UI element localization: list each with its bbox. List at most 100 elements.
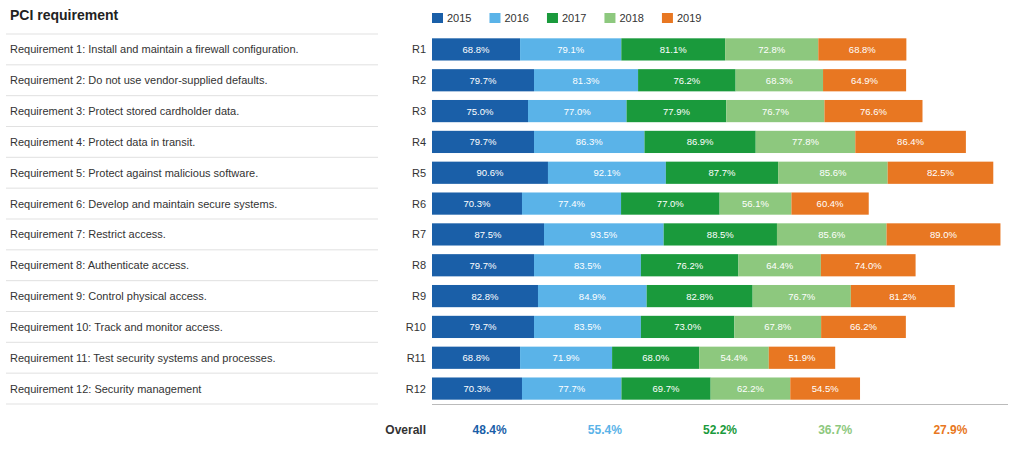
category-label: R4 (412, 136, 426, 148)
data-label: 79.7% (470, 260, 497, 271)
overall-value: 52.2% (703, 423, 737, 437)
bar-segment (888, 162, 994, 184)
bar-segment (520, 38, 621, 60)
category-label: R9 (412, 290, 426, 302)
data-label: 85.6% (818, 229, 845, 240)
overall-label: Overall (385, 423, 426, 437)
data-label: 81.1% (660, 44, 687, 55)
bar-segment (432, 162, 548, 184)
bar-segment (522, 377, 621, 399)
category-label: R1 (412, 43, 426, 55)
data-label: 54.5% (812, 383, 839, 394)
data-label: 73.0% (674, 321, 701, 332)
data-label: 68.8% (463, 44, 490, 55)
requirement-text: Requirement 5: Protect against malicious… (10, 167, 258, 179)
requirements-panel: Requirement 1: Install and maintain a fi… (6, 34, 378, 404)
y-axis: R1R2R3R4R5R6R7R8R9R10R11R12 (406, 43, 426, 394)
bar-segment (432, 69, 534, 91)
bar-segment (621, 38, 725, 60)
bar-segment (725, 38, 818, 60)
bar-segment (777, 223, 887, 245)
data-label: 79.7% (470, 75, 497, 86)
legend-swatch (604, 13, 615, 23)
data-label: 77.8% (792, 136, 819, 147)
bar-segment (432, 192, 522, 214)
bar-segment (432, 254, 534, 276)
bar-segment (432, 316, 534, 338)
data-label: 51.9% (789, 352, 816, 363)
bar-segment (647, 285, 753, 307)
row-divider (6, 249, 378, 250)
category-label: R10 (406, 321, 426, 333)
data-label: 72.8% (758, 44, 785, 55)
data-label: 79.1% (557, 44, 584, 55)
bar-segment (627, 100, 727, 122)
bar-segment (778, 162, 888, 184)
legend-label: 2016 (504, 12, 528, 24)
bar-segment (818, 38, 906, 60)
chart: PCI requirementRequirement 1: Install an… (0, 0, 1024, 451)
requirement-text: Requirement 10: Track and monitor access… (10, 321, 223, 333)
legend-swatch (547, 13, 558, 23)
data-label: 82.5% (927, 167, 954, 178)
row-divider (6, 188, 378, 189)
data-label: 62.2% (737, 383, 764, 394)
data-label: 86.4% (897, 136, 924, 147)
data-label: 68.0% (642, 352, 669, 363)
data-label: 60.4% (817, 198, 844, 209)
data-label: 64.9% (851, 75, 878, 86)
bar-segment (522, 192, 621, 214)
bar-segment (534, 131, 644, 153)
overall-value: 27.9% (933, 423, 967, 437)
category-label: R6 (412, 198, 426, 210)
requirement-text: Requirement 1: Install and maintain a fi… (10, 43, 299, 55)
data-label: 81.2% (889, 291, 916, 302)
requirement-text: Requirement 11: Test security systems an… (10, 352, 276, 364)
bar-segment (821, 254, 916, 276)
bar-segment (621, 192, 720, 214)
bar-segment (887, 223, 1001, 245)
legend-label: 2015 (447, 12, 471, 24)
data-label: 76.2% (676, 260, 703, 271)
data-label: 76.2% (673, 75, 700, 86)
bar-segment (790, 377, 860, 399)
row-divider (6, 373, 378, 374)
row-divider (6, 126, 378, 127)
data-label: 84.9% (579, 291, 606, 302)
data-label: 77.7% (558, 383, 585, 394)
data-label: 89.0% (930, 229, 957, 240)
data-label: 82.8% (686, 291, 713, 302)
bar-segment (644, 131, 755, 153)
bar-segment (432, 100, 528, 122)
data-label: 69.7% (653, 383, 680, 394)
data-label: 68.8% (849, 44, 876, 55)
row-divider (6, 219, 378, 220)
bar-segment (756, 131, 856, 153)
bar-segment (612, 347, 699, 369)
data-label: 93.5% (590, 229, 617, 240)
overall-row: 48.4%55.4%52.2%36.7%27.9% (473, 423, 968, 437)
requirement-text: Requirement 7: Restrict access. (10, 228, 166, 240)
data-label: 92.1% (593, 167, 620, 178)
data-label: 56.1% (742, 198, 769, 209)
data-label: 74.0% (855, 260, 882, 271)
data-label: 77.4% (558, 198, 585, 209)
data-label: 66.2% (850, 321, 877, 332)
bars (432, 38, 1000, 399)
category-label: R5 (412, 167, 426, 179)
bar-segment (666, 162, 778, 184)
category-label: R11 (407, 352, 426, 364)
legend-label: 2019 (677, 12, 701, 24)
data-label: 79.7% (470, 136, 497, 147)
bar-segment (638, 69, 736, 91)
bar-segment (738, 254, 820, 276)
bar-segment (711, 377, 791, 399)
data-label: 76.7% (762, 106, 789, 117)
bar-segment (726, 100, 824, 122)
data-label: 77.0% (564, 106, 591, 117)
bar-segment (534, 254, 641, 276)
bar-segment (641, 316, 734, 338)
data-label: 87.7% (709, 167, 736, 178)
row-divider (6, 34, 378, 35)
data-label: 88.5% (707, 229, 734, 240)
